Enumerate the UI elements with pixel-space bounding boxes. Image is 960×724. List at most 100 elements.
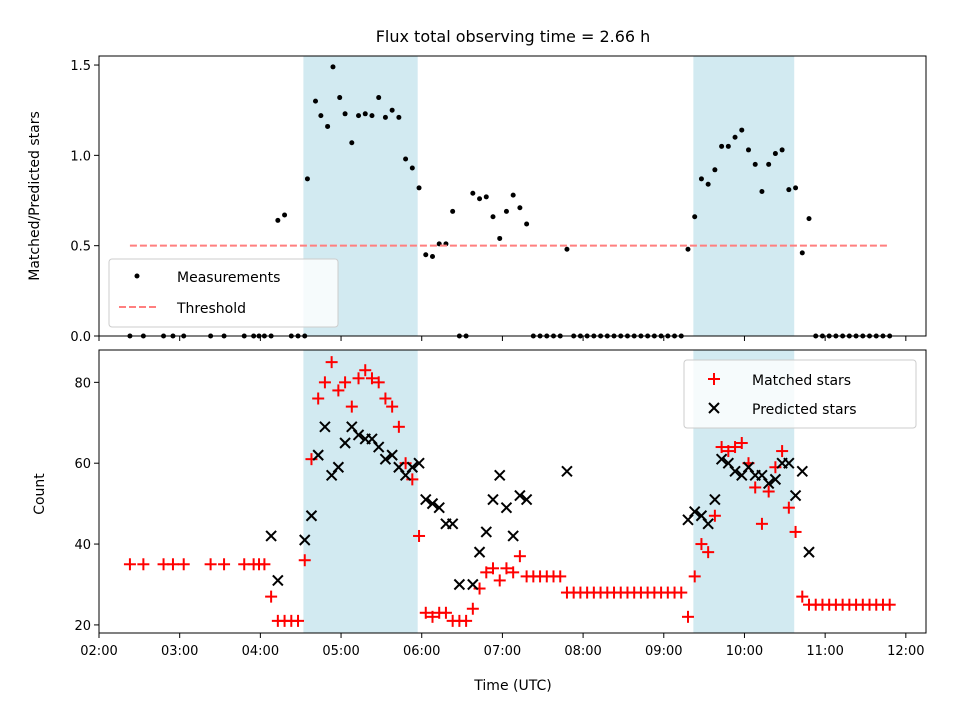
matched-star-point [695,538,708,551]
top-legend: Measurements Threshold [108,258,339,328]
measurement-point [517,205,523,211]
predicted-star-point [312,449,324,461]
matched-star-point [722,445,735,458]
measurement-point [739,127,745,133]
matched-star-point [365,372,378,385]
predicted-star-point [500,501,513,514]
predicted-star-point [507,530,519,542]
top-legend-box [108,258,339,328]
legend-measurements-label: Measurements [177,270,280,286]
matched-star-point [292,614,305,627]
predicted-star-point [480,526,492,538]
matched-star-point [675,586,688,599]
matched-star-point [123,558,136,571]
x-tick-label: 10:00 [726,644,763,659]
legend-predicted-marker [708,402,720,414]
matched-star-point [359,364,372,377]
measurement-point [685,246,691,252]
y-tick-label: 1.0 [70,149,91,164]
measurement-point [483,194,489,200]
predicted-star-point [332,461,345,473]
measurement-point [325,123,331,129]
observing-window-1 [693,56,795,336]
matched-star-point [681,610,694,623]
matched-star-point [480,566,493,579]
top-panel: 0.0 0.5 1.0 1.5 Matched/Predicted stars Mea… [27,55,927,345]
measurement-point [409,165,415,171]
matched-star-point [500,562,513,575]
measurement-point [503,208,509,214]
matched-star-point [137,558,150,571]
measurement-point [564,246,570,252]
measurement-point [403,156,409,162]
matched-star-point [749,481,762,494]
x-tick-label: 12:00 [887,644,924,659]
matched-star-point [513,550,526,563]
predicted-star-point [433,501,445,514]
top-x-ticks [98,336,907,341]
predicted-star-point [729,465,741,477]
matched-star-point [332,384,345,397]
predicted-star-point [446,518,459,530]
x-tick-label: 08:00 [564,644,601,659]
measurement-point [304,176,310,182]
measurement-point [712,167,718,173]
y-tick-label: 20 [74,619,91,634]
matched-star-point [755,517,768,530]
measurement-point [725,143,731,149]
matched-star-point [325,356,338,369]
matched-star-point [776,445,789,458]
measurement-point [524,221,530,227]
matched-star-point [762,485,775,498]
measurement-point [470,190,476,196]
predicted-star-point [487,493,499,506]
measurement-point [705,181,711,187]
measurement-point [369,113,375,119]
matched-star-point [883,598,896,611]
measurement-point [510,192,516,198]
measurement-point [692,214,698,220]
matched-star-point [386,400,399,413]
matched-star-point [265,590,278,603]
matched-star-point [379,392,392,405]
matched-star-point [318,376,331,389]
predicted-star-point [426,497,439,510]
measurement-point [342,111,348,117]
measurement-point [752,161,758,167]
x-tick-label: 11:00 [806,644,843,659]
bottom-marks [123,356,896,627]
chart-title: Flux total observing time = 2.66 h [376,27,651,46]
x-axis-label: Time (UTC) [473,678,551,694]
x-tick-label: 07:00 [484,644,521,659]
matched-star-point [419,606,432,619]
predicted-star-point [473,546,486,558]
predicted-star-point [561,465,573,477]
top-axes-frame [98,55,927,337]
matched-star-point [507,566,520,579]
legend-matched-label: Matched stars [752,373,851,389]
predicted-star-point [796,465,808,477]
measurement-point [356,113,362,119]
measurement-point [477,196,483,202]
matched-star-point [708,509,721,522]
predicted-star-point [420,493,432,506]
bottom-legend: Matched stars Predicted stars [683,359,917,429]
matched-star-point [782,501,795,514]
measurement-point [423,252,429,258]
y-tick-label: 60 [74,457,91,472]
measurement-point [786,187,792,193]
predicted-star-point [709,493,721,506]
predicted-star-point [339,437,351,449]
predicted-star-point [702,518,714,530]
matched-star-point [204,558,217,571]
predicted-star-point [319,421,331,433]
x-tick-label: 04:00 [242,644,279,659]
measurement-point [698,176,704,182]
predicted-star-point [467,578,479,591]
predicted-star-point [769,473,782,486]
predicted-star-point [386,449,398,461]
legend-matched-marker [708,373,720,385]
top-y-axis-label: Matched/Predicted stars [27,111,43,281]
matched-star-point [439,606,452,619]
measurement-point [416,185,422,191]
